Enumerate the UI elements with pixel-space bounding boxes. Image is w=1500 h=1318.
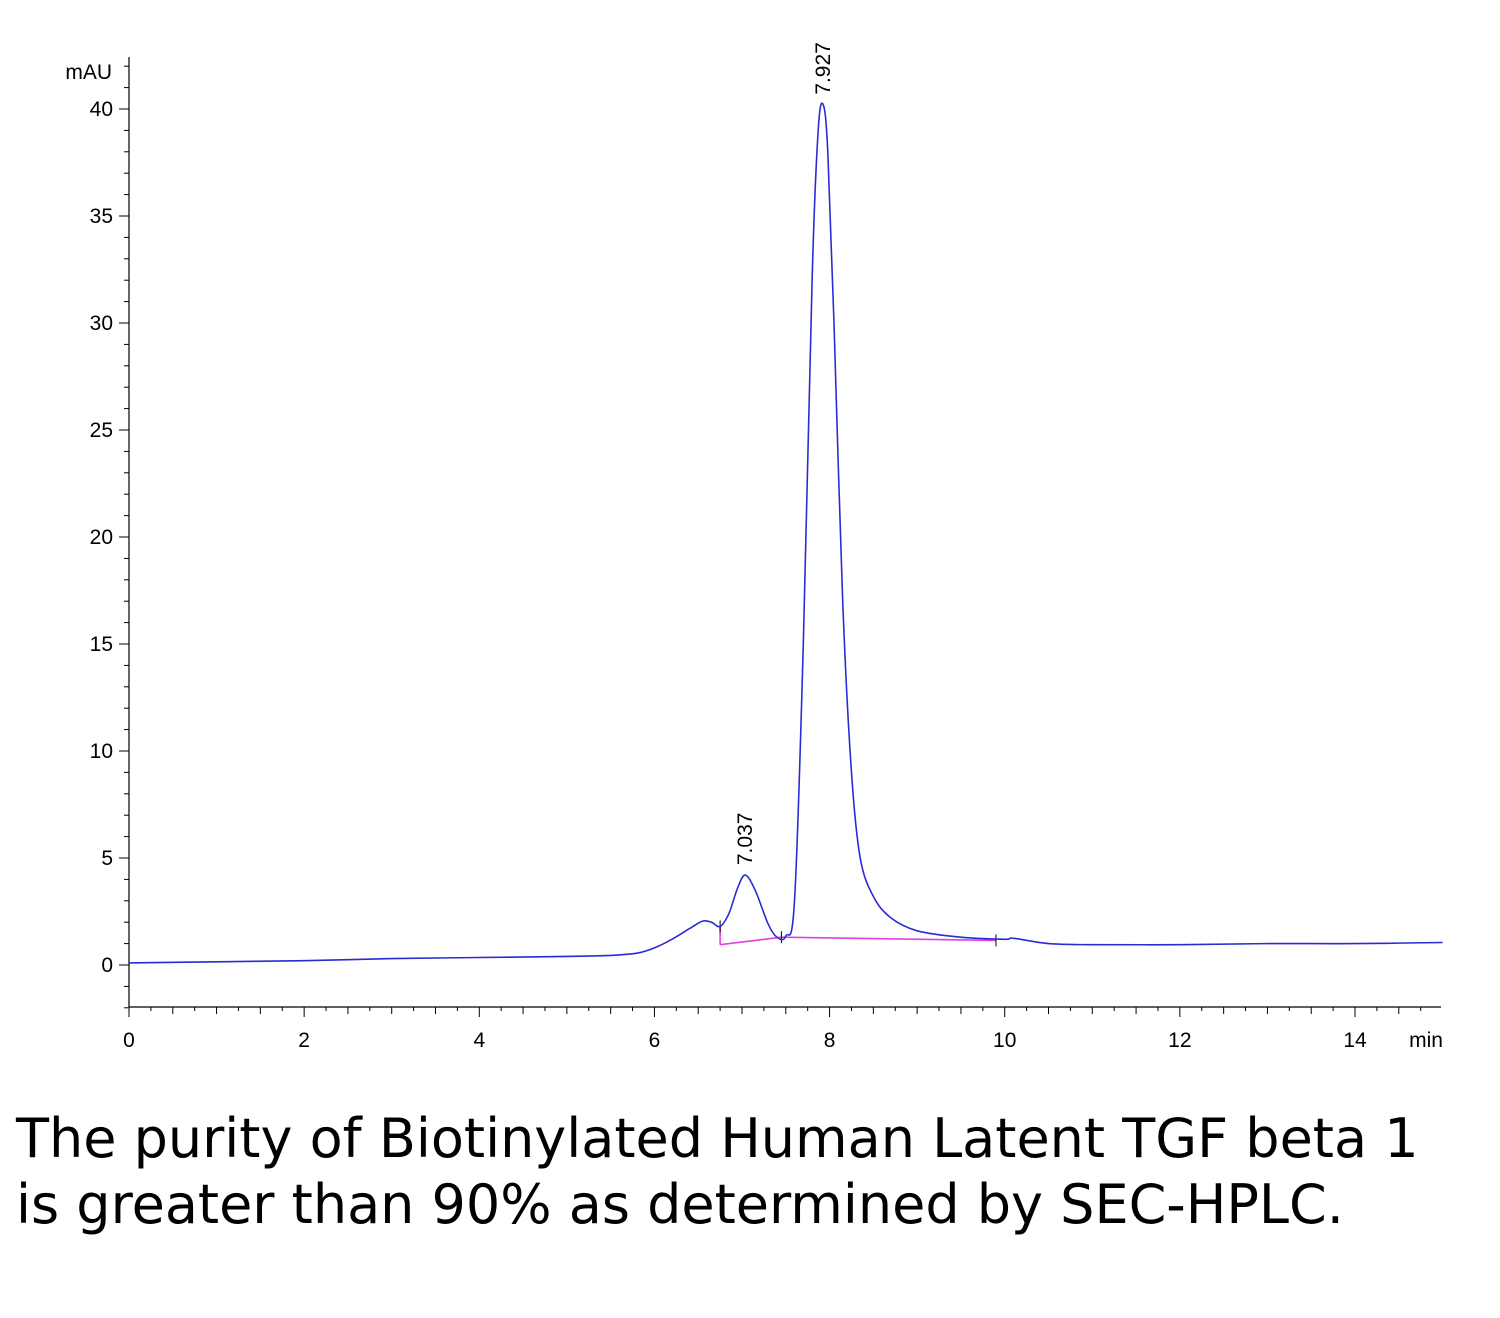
x-tick-label: 10 bbox=[993, 1029, 1016, 1052]
x-axis: 0 2 4 6 8 10 12 14 bbox=[123, 1006, 1441, 1052]
x-tick-label: 8 bbox=[824, 1029, 836, 1052]
y-tick-label: 20 bbox=[90, 526, 113, 549]
x-tick-label: 14 bbox=[1343, 1029, 1367, 1052]
x-tick-label: 4 bbox=[473, 1029, 485, 1052]
x-tick-label: 2 bbox=[298, 1029, 310, 1052]
peak-annotations: 7.037 7.927 bbox=[734, 42, 835, 865]
y-axis: 0 5 10 15 20 25 30 35 40 bbox=[90, 57, 130, 1009]
integration-baselines bbox=[719, 920, 997, 947]
y-tick-label: 35 bbox=[90, 205, 113, 228]
x-tick-label: 0 bbox=[123, 1029, 135, 1052]
y-tick-label: 5 bbox=[101, 847, 113, 870]
x-tick-label: 12 bbox=[1168, 1029, 1191, 1052]
x-axis-title: min bbox=[1409, 1029, 1443, 1052]
baseline-segment bbox=[720, 936, 782, 946]
figure-caption: The purity of Biotinylated Human Latent … bbox=[16, 1107, 1419, 1236]
y-tick-label: 0 bbox=[101, 954, 113, 977]
peak-label: 7.037 bbox=[734, 813, 757, 866]
y-tick-label: 15 bbox=[90, 633, 113, 656]
y-tick-label: 30 bbox=[90, 312, 113, 335]
y-tick-label: 40 bbox=[90, 98, 113, 121]
y-axis-title: mAU bbox=[65, 61, 112, 84]
y-tick-label: 10 bbox=[90, 740, 113, 763]
y-tick-label: 25 bbox=[90, 419, 113, 442]
signal-trace bbox=[128, 102, 1443, 964]
peak-label: 7.927 bbox=[812, 42, 835, 95]
baseline-segment bbox=[781, 936, 996, 942]
x-tick-label: 6 bbox=[649, 1029, 661, 1052]
